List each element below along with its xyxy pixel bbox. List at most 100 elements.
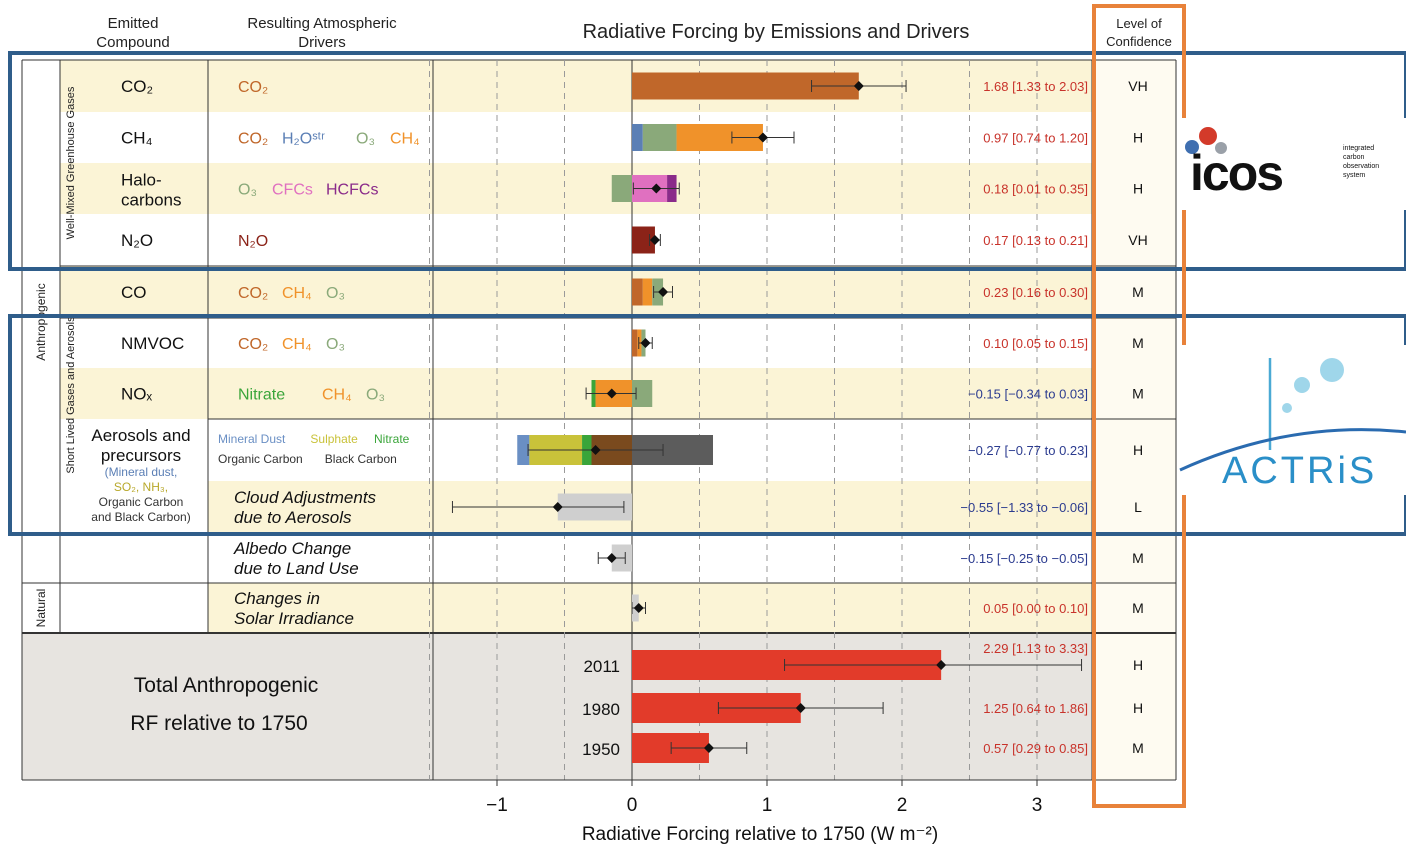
group-label-wmghg: Well-Mixed Greenhouse Gases <box>65 86 77 239</box>
confidence-label: VH <box>1128 78 1147 94</box>
bar-segment <box>643 279 652 306</box>
driver-label-ch4: CH₄ <box>390 131 420 148</box>
driver-label: Changes in <box>234 589 320 608</box>
driver-label-o3: O₃ <box>238 182 257 199</box>
driver-label-organic_carbon: Organic Carbon <box>218 452 303 466</box>
value-label: 1.68 [1.33 to 2.03] <box>983 79 1088 94</box>
header-emitted-2: Compound <box>96 34 169 51</box>
compound-label: Aerosols and <box>91 426 190 445</box>
value-label: 0.10 [0.05 to 0.15] <box>983 336 1088 351</box>
bar-segment <box>643 124 677 151</box>
compound-label: NMVOC <box>121 334 184 353</box>
x-tick-label: 0 <box>627 795 638 816</box>
driver-label-o3: O₃ <box>326 336 345 353</box>
compound-label: CO₂ <box>121 77 153 96</box>
confidence-label: M <box>1132 550 1144 566</box>
header-drivers-2: Drivers <box>298 34 346 51</box>
driver-label-hcfc: HCFCs <box>326 182 378 199</box>
driver-label-h2o: H₂Oˢᵗʳ <box>282 131 325 148</box>
total-label-2: RF relative to 1750 <box>130 712 307 735</box>
driver-label-nitrate: Nitrate <box>238 387 285 404</box>
actris-bubble-large-icon <box>1320 358 1344 382</box>
icos-logo: icos integrated carbon observation syste… <box>1178 118 1406 210</box>
driver-label-sulphate: Sulphate <box>310 432 358 446</box>
value-label: 0.17 [0.13 to 0.21] <box>983 233 1088 248</box>
group-label-anthropogenic: Anthropogenic <box>34 283 48 360</box>
compound-label: N₂O <box>121 231 153 250</box>
driver-label-o3: O₃ <box>326 285 345 302</box>
bar-segment <box>632 330 637 357</box>
actris-bubble-medium-icon <box>1294 377 1310 393</box>
value-label: 0.57 [0.29 to 0.85] <box>983 741 1088 756</box>
driver-label-ch4: CH₄ <box>322 387 352 404</box>
confidence-label: H <box>1133 700 1143 716</box>
group-label-slcf: Short Lived Gases and Aerosols <box>65 316 77 474</box>
value-label: 1.25 [0.64 to 1.86] <box>983 701 1088 716</box>
driver-label-co2: CO₂ <box>238 79 268 96</box>
icos-wordmark: icos <box>1190 145 1282 201</box>
compound-label: CO <box>121 283 147 302</box>
value-label: −0.55 [−1.33 to −0.06] <box>960 500 1088 515</box>
compound-sublabel: (Mineral dust, <box>105 465 178 479</box>
confidence-label: M <box>1132 740 1144 756</box>
driver-label-ch4: CH₄ <box>282 285 312 302</box>
actris-bubble-small-icon <box>1282 403 1292 413</box>
driver-label-ch4: CH₄ <box>282 336 312 353</box>
driver-label-mineral_dust: Mineral Dust <box>218 432 286 446</box>
value-label: 0.23 [0.16 to 0.30] <box>983 285 1088 300</box>
x-axis-label: Radiative Forcing relative to 1750 (W m⁻… <box>582 824 938 845</box>
year-label: 2011 <box>583 657 620 676</box>
confidence-label: L <box>1134 499 1142 515</box>
header-confidence-1: Level of <box>1116 16 1162 31</box>
confidence-label: H <box>1133 657 1143 673</box>
confidence-label: H <box>1133 181 1143 197</box>
chart-title: Radiative Forcing by Emissions and Drive… <box>583 21 970 43</box>
driver-label-nitrate: Nitrate <box>374 432 410 446</box>
compound-sublabel: Organic Carbon <box>99 495 184 509</box>
compound-sublabel: SO₂, NH₃, <box>114 480 168 494</box>
confidence-label: VH <box>1128 232 1147 248</box>
compound-label: carbons <box>121 191 181 210</box>
year-label: 1950 <box>582 740 620 759</box>
confidence-label: H <box>1133 442 1143 458</box>
driver-label-o3: O₃ <box>366 387 385 404</box>
bar-segment <box>632 124 643 151</box>
confidence-label: M <box>1132 335 1144 351</box>
driver-label-n2o: N₂O <box>238 233 268 250</box>
icos-tagline-1: integrated <box>1343 145 1374 152</box>
x-tick-label: 1 <box>762 795 773 816</box>
x-tick-label: −1 <box>486 795 508 816</box>
value-label: −0.15 [−0.25 to −0.05] <box>960 551 1088 566</box>
actris-logo: ACTRiS <box>1178 345 1406 495</box>
value-label: 0.18 [0.01 to 0.35] <box>983 182 1088 197</box>
driver-label-cfc: CFCs <box>272 182 313 199</box>
driver-label-co2: CO₂ <box>238 336 268 353</box>
icos-tagline-3: observation <box>1343 163 1379 170</box>
driver-label: Albedo Change <box>233 539 351 558</box>
driver-label: Solar Irradiance <box>234 609 354 628</box>
header-drivers-1: Resulting Atmospheric <box>247 15 397 32</box>
icos-tagline-2: carbon <box>1343 154 1365 161</box>
compound-label: Halo- <box>121 171 162 190</box>
driver-labels: CO₂ CO₂ H₂Oˢᵗʳ O₃ CH₄ O₃ CFCs HCFCs N₂O CO₂ CH₄ O₃ C… <box>218 79 420 628</box>
confidence-label: M <box>1132 600 1144 616</box>
header-emitted-1: Emitted <box>108 15 159 32</box>
x-tick-label: 3 <box>1032 795 1043 816</box>
driver-label: due to Aerosols <box>234 508 352 527</box>
x-tick-label: 2 <box>897 795 908 816</box>
bar-segment <box>612 175 632 202</box>
icos-tagline-4: system <box>1343 172 1365 179</box>
driver-label-black_carbon: Black Carbon <box>325 452 397 466</box>
confidence-label: M <box>1132 284 1144 300</box>
icos-dot-red-icon <box>1199 127 1217 145</box>
value-label: 0.97 [0.74 to 1.20] <box>983 131 1088 146</box>
driver-label: due to Land Use <box>234 559 359 578</box>
actris-wordmark: ACTRiS <box>1222 450 1377 492</box>
compound-label: CH₄ <box>121 129 153 148</box>
compound-label: precursors <box>101 446 181 465</box>
total-label-1: Total Anthropogenic <box>134 674 318 697</box>
value-label: −0.15 [−0.34 to 0.03] <box>968 387 1088 402</box>
compound-sublabel: and Black Carbon) <box>91 510 190 524</box>
confidence-label: M <box>1132 386 1144 402</box>
